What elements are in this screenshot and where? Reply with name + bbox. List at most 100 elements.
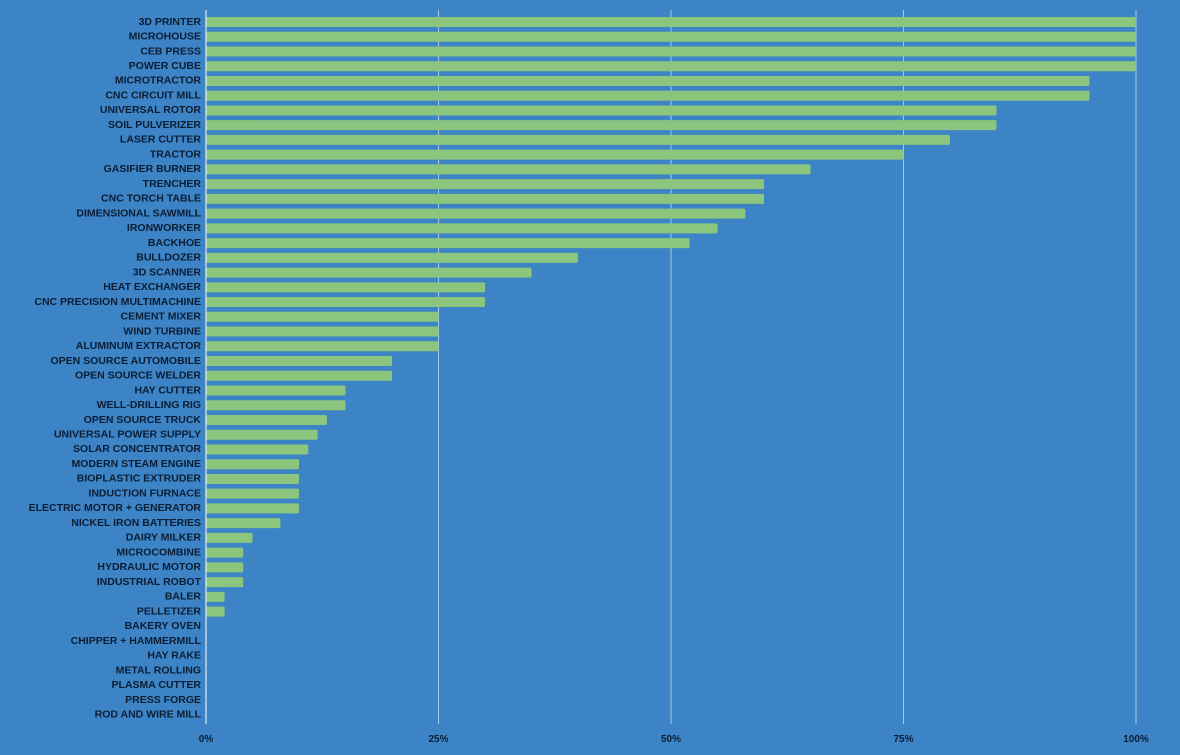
category-label: SOIL PULVERIZER: [108, 119, 201, 131]
category-label: 3D PRINTER: [139, 16, 202, 28]
bar: [206, 120, 997, 131]
category-label: BULLDOZER: [136, 252, 201, 264]
category-label: UNIVERSAL POWER SUPPLY: [54, 429, 201, 441]
bar: [206, 208, 746, 219]
category-label: CEB PRESS: [140, 45, 201, 57]
bar: [206, 105, 997, 116]
category-label: OPEN SOURCE TRUCK: [84, 414, 202, 426]
bar: [206, 149, 904, 160]
category-label: PLASMA CUTTER: [112, 679, 202, 691]
category-label: MODERN STEAM ENGINE: [71, 458, 201, 470]
category-label: DIMENSIONAL SAWMILL: [76, 207, 201, 219]
x-tick-label: 100%: [1123, 734, 1149, 745]
bar: [206, 370, 392, 381]
bar: [206, 46, 1136, 57]
category-label: CEMENT MIXER: [120, 311, 201, 323]
category-label: TRENCHER: [143, 178, 202, 190]
bar: [206, 591, 225, 602]
category-label: UNIVERSAL ROTOR: [100, 104, 202, 116]
bar: [206, 179, 764, 190]
bar: [206, 444, 309, 455]
category-label: BACKHOE: [148, 237, 201, 249]
category-label: OPEN SOURCE AUTOMOBILE: [50, 355, 201, 367]
bar: [206, 385, 346, 396]
bar: [206, 164, 811, 175]
bar: [206, 61, 1136, 72]
gridlines: [438, 10, 1137, 724]
category-label: BIOPLASTIC EXTRUDER: [77, 473, 202, 485]
x-tick-label: 0%: [199, 734, 214, 745]
bar: [206, 282, 485, 293]
category-label: TRACTOR: [150, 148, 202, 160]
category-label: HAY RAKE: [147, 650, 201, 662]
x-tick-label: 75%: [893, 734, 913, 745]
bar: [206, 75, 1090, 86]
category-labels: 3D PRINTER MICROHOUSE CEB PRESS POWER CUBE M…: [29, 16, 202, 721]
category-label: IRONWORKER: [127, 222, 201, 234]
category-label: PRESS FORGE: [125, 694, 201, 706]
category-label: HAY CUTTER: [134, 384, 201, 396]
bar: [206, 503, 299, 514]
bar: [206, 297, 485, 308]
bar: [206, 488, 299, 499]
category-label: INDUSTRIAL ROBOT: [97, 576, 202, 588]
bar: [206, 341, 439, 352]
category-label: NICKEL IRON BATTERIES: [71, 517, 201, 529]
x-tick-labels: 0% 25% 50% 75% 100%: [199, 734, 1149, 745]
bar: [206, 459, 299, 470]
category-label: INDUCTION FURNACE: [88, 487, 201, 499]
category-label: ALUMINUM EXTRACTOR: [76, 340, 202, 352]
bar: [206, 267, 532, 278]
bar: [206, 400, 346, 411]
bar: [206, 414, 327, 425]
category-label: ROD AND WIRE MILL: [95, 709, 202, 721]
bar: [206, 326, 439, 337]
bar: [206, 577, 244, 588]
category-label: SOLAR CONCENTRATOR: [73, 443, 201, 455]
category-label: OPEN SOURCE WELDER: [75, 370, 201, 382]
category-label: HYDRAULIC MOTOR: [97, 561, 201, 573]
category-label: MICROCOMBINE: [116, 546, 201, 558]
category-label: ELECTRIC MOTOR + GENERATOR: [29, 502, 202, 514]
category-label: WIND TURBINE: [123, 325, 201, 337]
x-tick-label: 25%: [428, 734, 448, 745]
bar: [206, 356, 392, 367]
bar: [206, 238, 690, 249]
x-tick-label: 50%: [661, 734, 681, 745]
category-label: WELL-DRILLING RIG: [97, 399, 201, 411]
bars: [206, 17, 1136, 617]
category-label: CNC CIRCUIT MILL: [105, 89, 201, 101]
bar: [206, 518, 281, 529]
category-label: CNC PRECISION MULTIMACHINE: [34, 296, 201, 308]
bar: [206, 31, 1136, 42]
bar: [206, 429, 318, 440]
bar: [206, 193, 764, 204]
bar: [206, 134, 950, 145]
category-label: POWER CUBE: [129, 60, 201, 72]
bar: [206, 547, 244, 558]
category-label: MICROHOUSE: [129, 31, 201, 43]
category-label: BALER: [165, 591, 202, 603]
category-label: PELLETIZER: [137, 605, 202, 617]
bar: [206, 223, 718, 234]
bar: [206, 90, 1090, 101]
bar: [206, 562, 244, 573]
category-label: MICROTRACTOR: [115, 75, 202, 87]
category-label: HEAT EXCHANGER: [103, 281, 201, 293]
bar: [206, 252, 578, 263]
category-label: CNC TORCH TABLE: [101, 193, 201, 205]
category-label: CHIPPER + HAMMERMILL: [71, 635, 202, 647]
category-label: DAIRY MILKER: [126, 532, 202, 544]
category-label: 3D SCANNER: [133, 266, 202, 278]
bar: [206, 473, 299, 484]
category-label: LASER CUTTER: [120, 134, 202, 146]
category-label: GASIFIER BURNER: [104, 163, 202, 175]
bar: [206, 311, 439, 322]
bar: [206, 17, 1136, 27]
category-label: BAKERY OVEN: [125, 620, 201, 632]
bar: [206, 532, 253, 543]
bar: [206, 606, 225, 617]
category-label: METAL ROLLING: [116, 664, 201, 676]
